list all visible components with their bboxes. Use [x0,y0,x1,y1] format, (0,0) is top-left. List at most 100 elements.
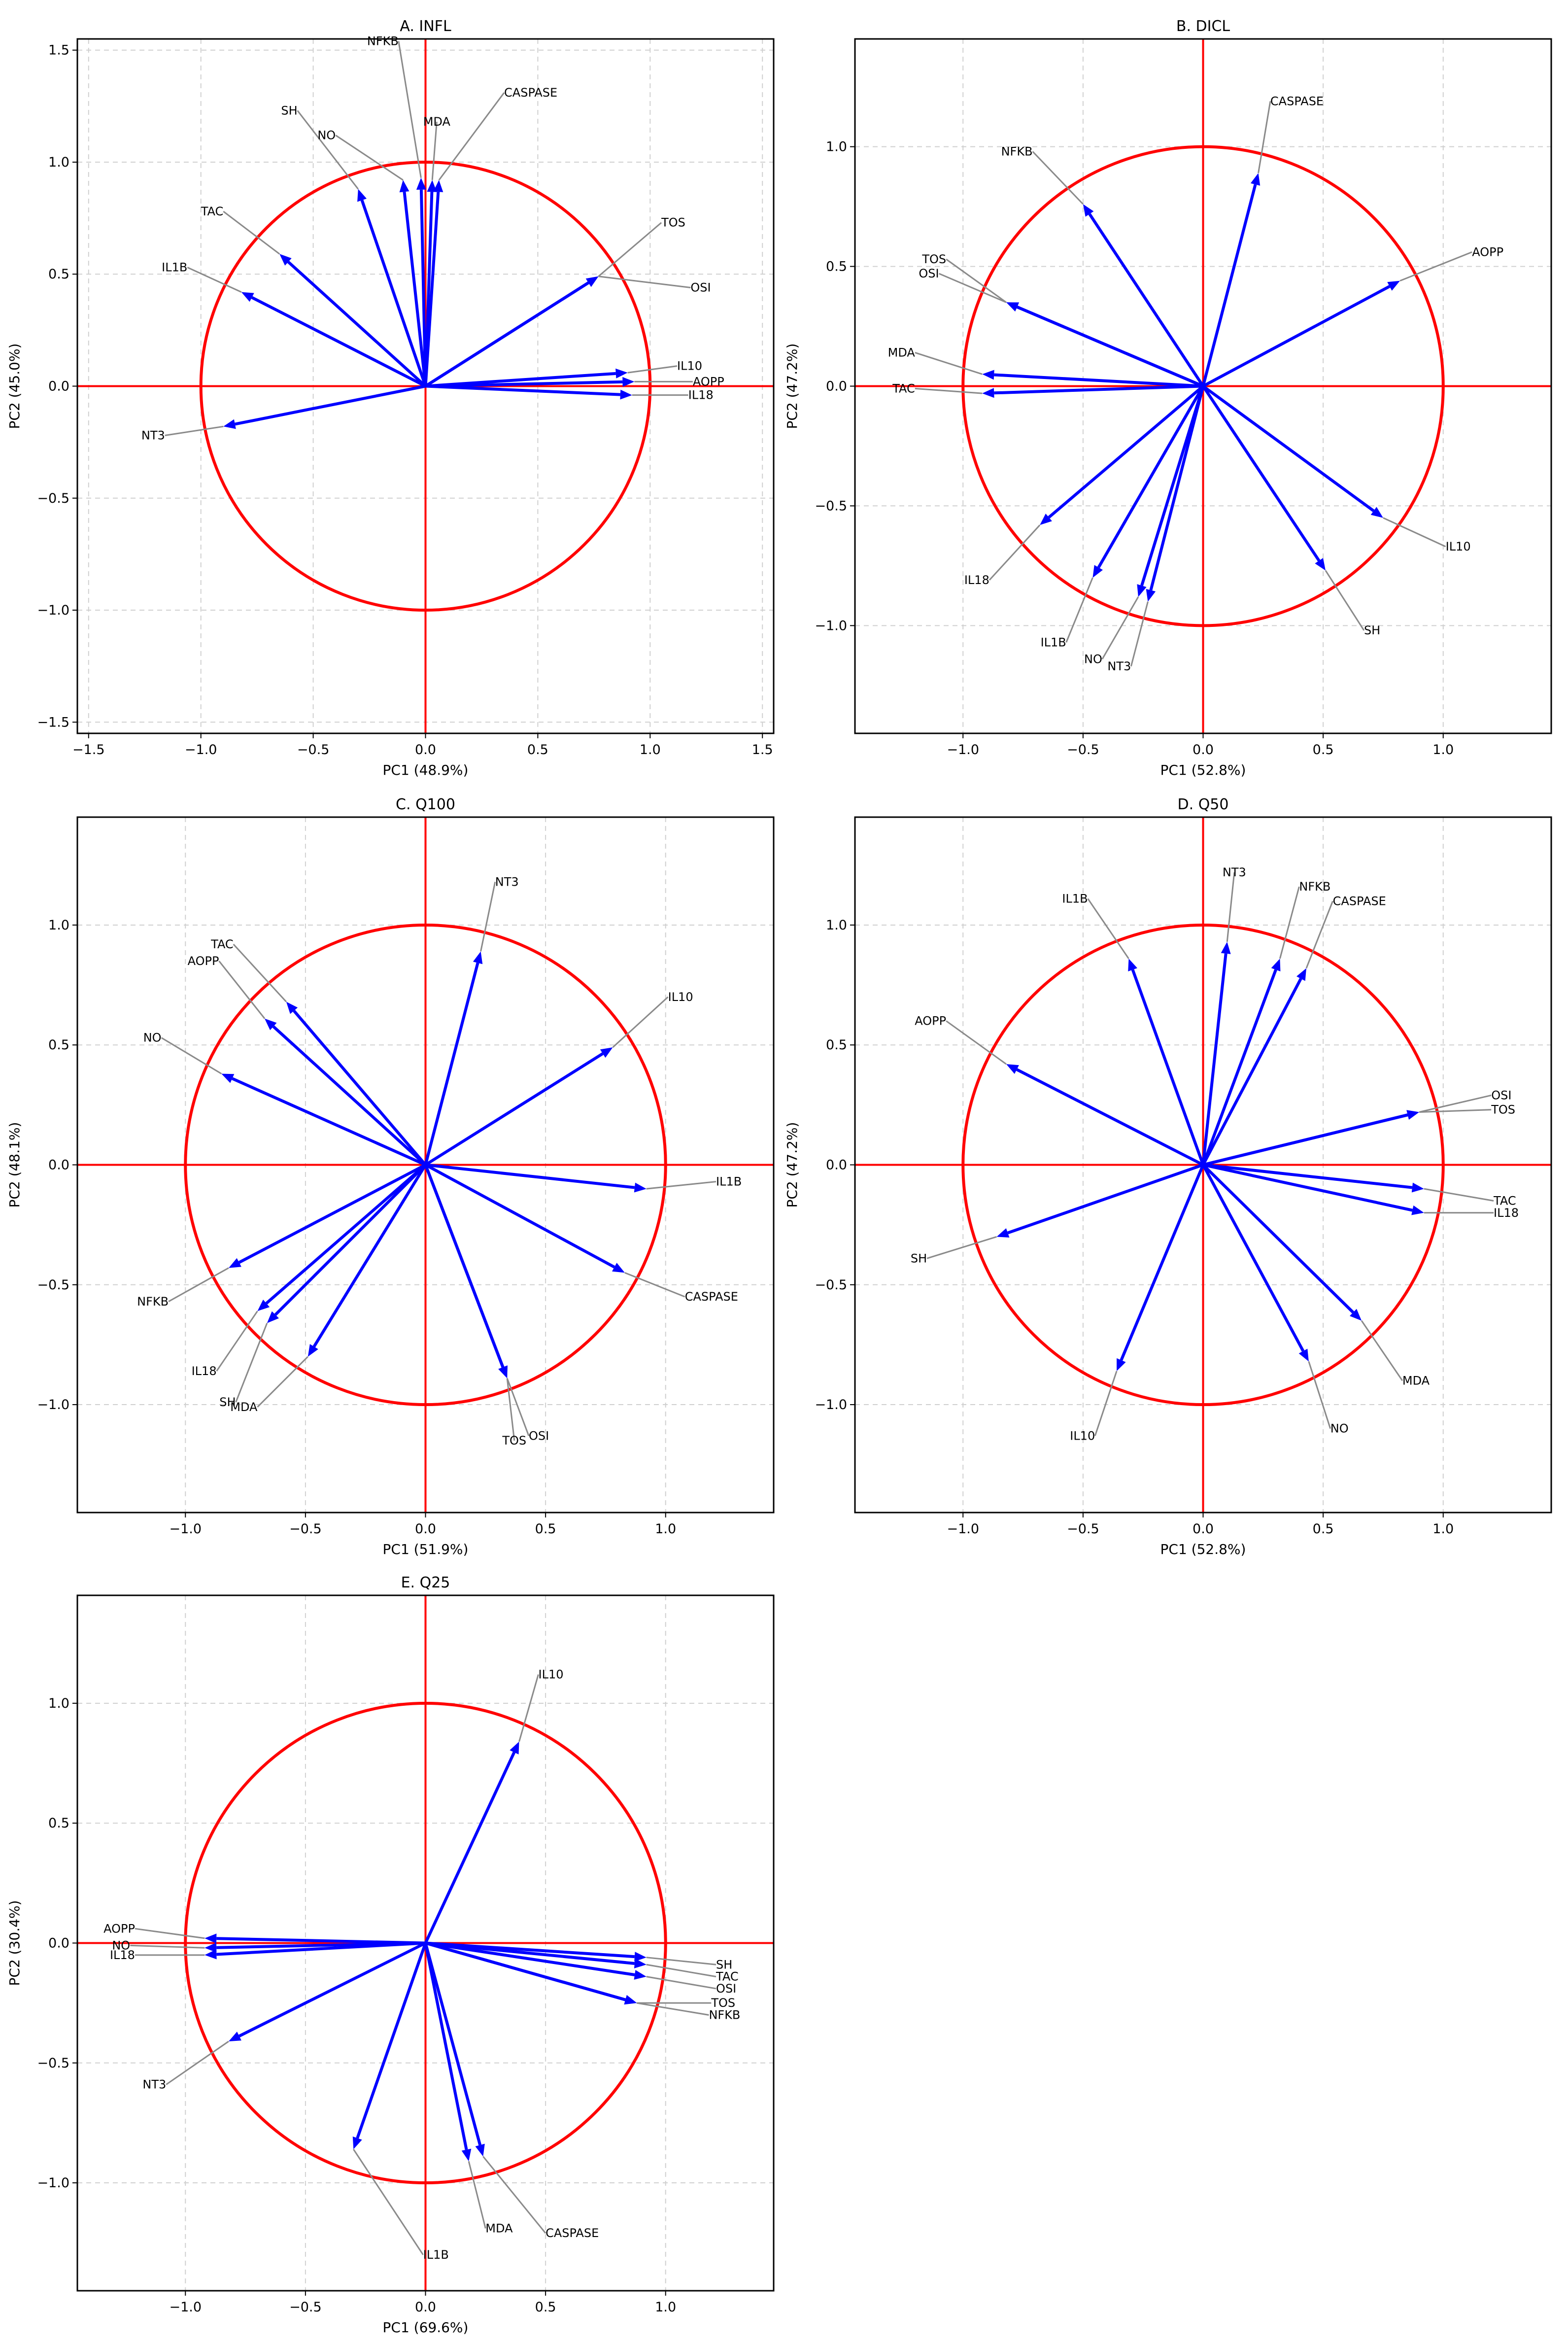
x-axis-label: PC1 (48.9%) [383,762,469,778]
panel-title: C. Q100 [396,796,455,813]
label-leader-line [1226,872,1235,942]
loading-label: SH [1364,623,1380,637]
label-leader-line [233,943,287,1002]
loading-arrowhead [1370,507,1383,518]
y-tick-label: −0.5 [37,491,69,506]
label-leader-line [1032,151,1084,205]
loading-arrowhead [634,1959,647,1968]
label-leader-line [646,1181,716,1190]
panel-title: E. Q25 [401,1574,450,1591]
x-tick-label: 0.5 [527,742,548,758]
loading-label: OSI [529,1429,549,1443]
loading-label: AOPP [188,954,219,968]
loading-arrow [425,1941,635,1976]
label-leader-line [482,2156,546,2234]
label-leader-line [165,425,224,436]
loading-arrow [1131,969,1205,1166]
label-leader-line [161,1037,222,1074]
loading-arrowhead [1092,565,1103,578]
x-tick-label: 1.0 [655,2300,676,2315]
label-leader-line [235,1323,268,1403]
loading-arrow [1202,385,1321,562]
loading-arrowhead [205,1933,217,1944]
loading-arrowhead [223,419,236,429]
loading-label: MDA [1402,1374,1430,1387]
loading-arrowhead [416,177,426,190]
loading-arrowhead [982,370,994,380]
label-leader-line [646,1963,716,1978]
x-tick-label: 0.0 [415,1521,436,1537]
loading-arrowhead [221,1073,235,1083]
y-tick-label: 1.0 [48,918,69,933]
loading-label: MDA [888,345,916,359]
loading-label: SH [281,103,297,117]
loading-arrow [216,1937,426,1945]
x-tick-label: −1.0 [185,742,217,758]
loading-arrow [425,1941,635,1965]
loading-label: IL10 [539,1668,564,1682]
loading-label: IL18 [1494,1206,1519,1220]
loading-label: NO [143,1031,162,1045]
label-leader-line [257,1356,308,1408]
x-axis-label: PC1 (69.6%) [383,2319,469,2336]
panel-title: B. DICL [1176,18,1230,35]
x-tick-label: −0.5 [1067,1521,1099,1537]
unit-circle [961,923,1445,1407]
label-leader-line [431,122,438,180]
loading-label: OSI [1491,1088,1511,1102]
loading-arrowhead [624,1995,637,2005]
loading-arrowhead [352,2136,362,2149]
loading-label: MDA [230,1400,258,1414]
label-leader-line [506,1378,515,1441]
label-leader-line [297,110,359,190]
loading-arrowhead [229,2032,241,2041]
y-tick-label: 0.0 [826,379,847,394]
loading-arrow [293,1009,427,1166]
panel-title: D. Q50 [1178,796,1229,813]
loading-arrow [1120,1164,1205,1361]
x-tick-label: −1.0 [169,2300,202,2315]
loading-arrow [425,1163,615,1269]
label-leader-line [915,352,983,375]
loading-arrowhead [1221,942,1231,954]
loading-arrowhead [1296,968,1306,981]
loading-label: AOPP [693,375,724,388]
label-leader-line [637,2002,709,2016]
y-tick-label: 0.0 [48,379,69,394]
loading-label: IL1B [423,2248,449,2262]
loading-label: CASPASE [504,86,557,100]
loading-arrowhead [1298,1348,1309,1362]
loading-label: OSI [919,267,939,280]
label-leader-line [1305,900,1334,969]
label-leader-line [438,92,505,181]
loading-label: TAC [201,205,224,218]
x-tick-label: −0.5 [289,2300,322,2315]
y-tick-label: −0.5 [37,2056,69,2071]
label-leader-line [1383,517,1446,548]
loading-arrow [360,200,427,387]
label-leader-line [1094,1371,1118,1436]
loading-arrowhead [473,951,483,964]
loading-arrowhead [1117,1358,1126,1371]
loading-arrowhead [433,180,443,192]
y-axis-label: PC2 (47.2%) [784,344,800,429]
loading-arrowhead [241,292,254,302]
loading-label: NT3 [141,428,165,442]
x-tick-label: 1.5 [752,742,773,758]
loading-arrow [235,384,426,426]
x-tick-label: −1.0 [947,742,979,758]
loading-label: IL10 [668,990,693,1004]
loading-arrow [419,189,427,386]
unit-circle [199,160,652,612]
loading-arrowhead [475,2143,485,2157]
loading-arrow [238,1163,426,1264]
loading-arrow [1016,1068,1204,1167]
loading-label: NFKB [137,1295,169,1309]
x-tick-label: 1.0 [655,1521,676,1537]
loading-arrow [251,296,426,388]
loading-arrow [1088,213,1205,387]
x-tick-label: −1.0 [169,1521,202,1537]
loading-arrow [287,261,427,387]
loading-arrow [425,380,623,388]
